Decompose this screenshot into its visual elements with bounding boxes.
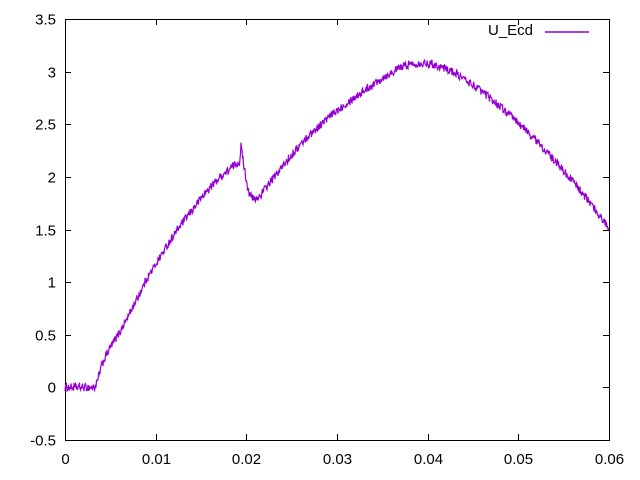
y-tick-label: 0.5 — [35, 328, 56, 345]
y-tick-label: 1.5 — [35, 223, 56, 240]
y-tick-label: 2.5 — [35, 117, 56, 134]
plot-border — [65, 19, 610, 441]
x-tick-label: 0.03 — [323, 451, 352, 468]
x-tick-label: 0.04 — [414, 451, 443, 468]
y-tick-label: -0.5 — [30, 433, 56, 450]
series-line-U_Ecd — [64, 59, 610, 393]
legend-label: U_Ecd — [488, 22, 533, 39]
x-tick-label: 0.05 — [504, 451, 533, 468]
y-tick-label: 3.5 — [35, 12, 56, 29]
y-tick-label: 2 — [48, 170, 56, 187]
y-tick-label: 0 — [48, 380, 56, 397]
x-tick-label: 0 — [61, 451, 69, 468]
y-tick-label: 3 — [48, 65, 56, 82]
x-tick-label: 0.02 — [232, 451, 261, 468]
y-tick-label: 1 — [48, 275, 56, 292]
x-tick-label: 0.06 — [595, 451, 624, 468]
x-tick-label: 0.01 — [142, 451, 171, 468]
